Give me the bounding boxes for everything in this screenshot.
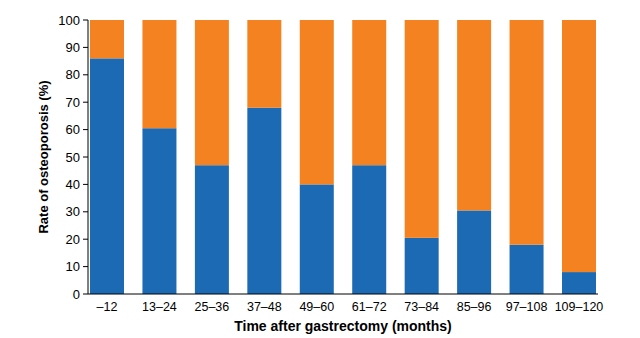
y-tick	[83, 102, 88, 103]
x-axis	[88, 294, 598, 295]
x-tick-label: 109–120	[555, 300, 604, 314]
x-tick-label: –12	[97, 300, 118, 314]
x-tick-label: 73–84	[404, 300, 439, 314]
y-tick	[83, 239, 88, 240]
y-tick-label: 30	[66, 204, 80, 219]
y-tick	[83, 294, 88, 295]
chart: 0 10 20 30 40 50 60 70 80 90 100 –12 13–24 25–36 37–48…	[0, 0, 640, 338]
x-tick-label: 49–60	[299, 300, 334, 314]
bar	[405, 20, 439, 238]
y-tick	[83, 157, 88, 158]
y-tick	[83, 184, 88, 185]
bar	[247, 108, 281, 294]
y-tick-label: 80	[66, 67, 80, 82]
y-tick	[83, 47, 88, 48]
y-tick	[83, 129, 88, 130]
bar	[300, 184, 334, 294]
bar	[352, 165, 386, 294]
x-tick-label: 61–72	[352, 300, 387, 314]
x-tick-label: 13–24	[142, 300, 177, 314]
bar	[562, 272, 596, 294]
y-tick-label: 0	[73, 287, 80, 302]
x-tick-label: 97–108	[506, 300, 548, 314]
bar	[510, 20, 544, 245]
bars	[90, 20, 596, 294]
bar	[352, 20, 386, 165]
bar	[142, 128, 176, 294]
y-tick-label: 100	[58, 13, 80, 28]
y-tick-label: 90	[66, 40, 80, 55]
bar	[195, 20, 229, 165]
y-tick-label: 40	[66, 177, 80, 192]
y-tick-label: 20	[66, 232, 80, 247]
x-axis-title: Time after gastrectomy (months)	[234, 318, 452, 334]
bar	[405, 238, 439, 294]
y-axis-title: Rate of osteoporosis (%)	[36, 80, 51, 233]
bar	[300, 20, 334, 184]
y-tick-label: 60	[66, 122, 80, 137]
bar	[195, 165, 229, 294]
x-tick-label: 37–48	[247, 300, 282, 314]
y-tick	[83, 211, 88, 212]
y-tick	[83, 74, 88, 75]
y-tick	[83, 266, 88, 267]
y-tick-label: 10	[66, 259, 80, 274]
bar	[90, 20, 124, 58]
bar	[247, 20, 281, 108]
y-tick	[83, 20, 88, 21]
x-tick-label: 25–36	[195, 300, 230, 314]
y-tick-label: 70	[66, 95, 80, 110]
bar	[90, 58, 124, 294]
bar	[510, 245, 544, 294]
y-tick-label: 50	[66, 150, 80, 165]
bar	[562, 20, 596, 272]
bar	[142, 20, 176, 128]
x-tick-label: 85–96	[457, 300, 492, 314]
bar	[457, 210, 491, 294]
bar	[457, 20, 491, 210]
